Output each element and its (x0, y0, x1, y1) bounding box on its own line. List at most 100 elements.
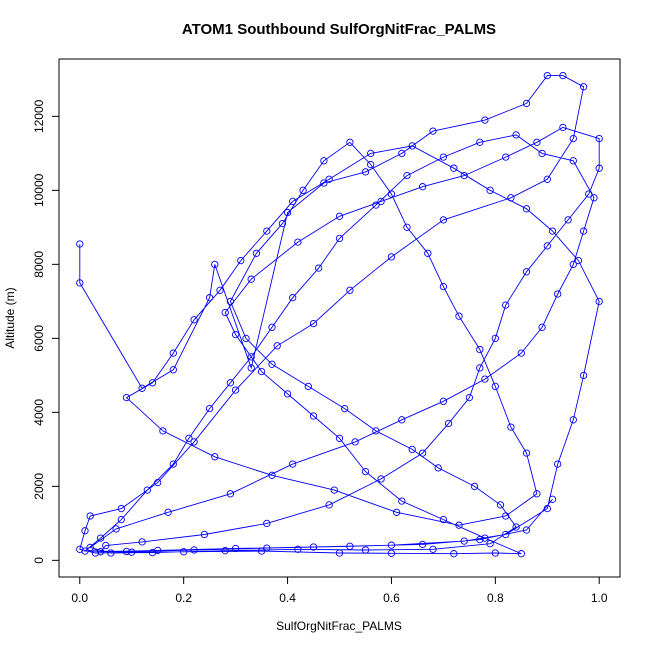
data-point (439, 515, 448, 524)
data-point (289, 197, 297, 206)
data-point (491, 382, 499, 391)
data-point (476, 138, 484, 146)
data-point (579, 371, 588, 380)
data-point (403, 223, 411, 231)
data-point (190, 438, 198, 446)
data-point (548, 227, 557, 235)
data-point (367, 149, 375, 158)
data-point (346, 138, 354, 146)
data-point (569, 416, 577, 424)
data-point (543, 242, 551, 250)
data-point (387, 190, 396, 198)
data-point (263, 544, 271, 552)
data-point (460, 171, 468, 180)
data-point (595, 134, 603, 143)
data-point (81, 547, 89, 555)
data-point (554, 290, 562, 298)
data-point (522, 449, 531, 457)
data-point (585, 190, 593, 198)
data-point (283, 208, 292, 217)
data-point (211, 453, 219, 461)
data-point (554, 460, 562, 468)
x-tick-label: 0.0 (71, 591, 88, 605)
data-point (247, 353, 255, 361)
data-point (112, 525, 120, 533)
data-point (231, 544, 240, 553)
data-point (148, 548, 157, 557)
data-point (247, 275, 255, 283)
data-point (569, 260, 577, 269)
data-point (216, 286, 224, 294)
data-point (372, 427, 380, 435)
data-point (455, 521, 463, 529)
data-point (76, 545, 84, 553)
data-point (164, 508, 172, 516)
data-point (283, 390, 292, 398)
x-axis-label: SulfOrgNitFrac_PALMS (276, 619, 402, 633)
data-point (226, 379, 235, 387)
data-point (512, 523, 520, 531)
data-point (263, 227, 271, 235)
data-point (169, 349, 177, 357)
data-point (559, 71, 567, 80)
data-point (476, 535, 484, 544)
data-point (522, 205, 531, 213)
x-tick-label: 0.4 (279, 591, 296, 605)
data-point (502, 512, 510, 520)
data-point (315, 264, 323, 272)
data-point (237, 256, 245, 265)
data-point (122, 393, 131, 402)
data-point (569, 157, 577, 165)
data-point (559, 123, 567, 132)
data-point (439, 216, 448, 224)
data-point (538, 149, 546, 158)
data-point (533, 138, 541, 146)
data-point (434, 464, 442, 472)
data-point (486, 186, 494, 194)
data-point (117, 515, 125, 524)
data-point (122, 547, 131, 556)
y-tick-label: 2000 (32, 473, 46, 500)
data-point (320, 179, 328, 187)
data-point (294, 238, 302, 246)
x-tick-label: 0.2 (175, 591, 192, 605)
data-point (481, 116, 489, 124)
data-point (96, 548, 105, 556)
data-point (309, 412, 318, 420)
data-point (429, 545, 437, 553)
data-point (439, 153, 448, 161)
data-point (476, 345, 484, 354)
data-point (450, 550, 458, 558)
data-point (107, 549, 115, 557)
x-axis: 0.0 0.2 0.4 0.6 0.8 1.0 (71, 576, 608, 605)
y-axis-label: Altitude (m) (3, 287, 17, 348)
data-point (221, 547, 229, 555)
data-point (496, 501, 505, 509)
data-point (392, 508, 401, 516)
y-tick-label: 0 (32, 557, 46, 564)
data-point (533, 490, 541, 498)
data-point (377, 197, 385, 206)
data-point (180, 548, 188, 556)
data-point (579, 83, 588, 91)
data-point (325, 175, 333, 183)
data-point (387, 253, 396, 261)
data-point (289, 460, 297, 468)
data-point (299, 186, 307, 194)
data-point (522, 268, 531, 276)
data-point (398, 497, 406, 505)
data-point (460, 537, 468, 545)
data-point (278, 219, 287, 228)
data-point (117, 504, 125, 513)
data-point (268, 360, 276, 368)
data-point (294, 545, 302, 553)
data-point (418, 183, 427, 191)
data-point (351, 438, 359, 446)
data-point (502, 530, 510, 539)
data-point (403, 171, 411, 180)
data-point (335, 434, 344, 442)
data-point (190, 546, 198, 554)
data-point (361, 467, 370, 476)
data-point (470, 482, 479, 491)
data-point (190, 316, 198, 324)
